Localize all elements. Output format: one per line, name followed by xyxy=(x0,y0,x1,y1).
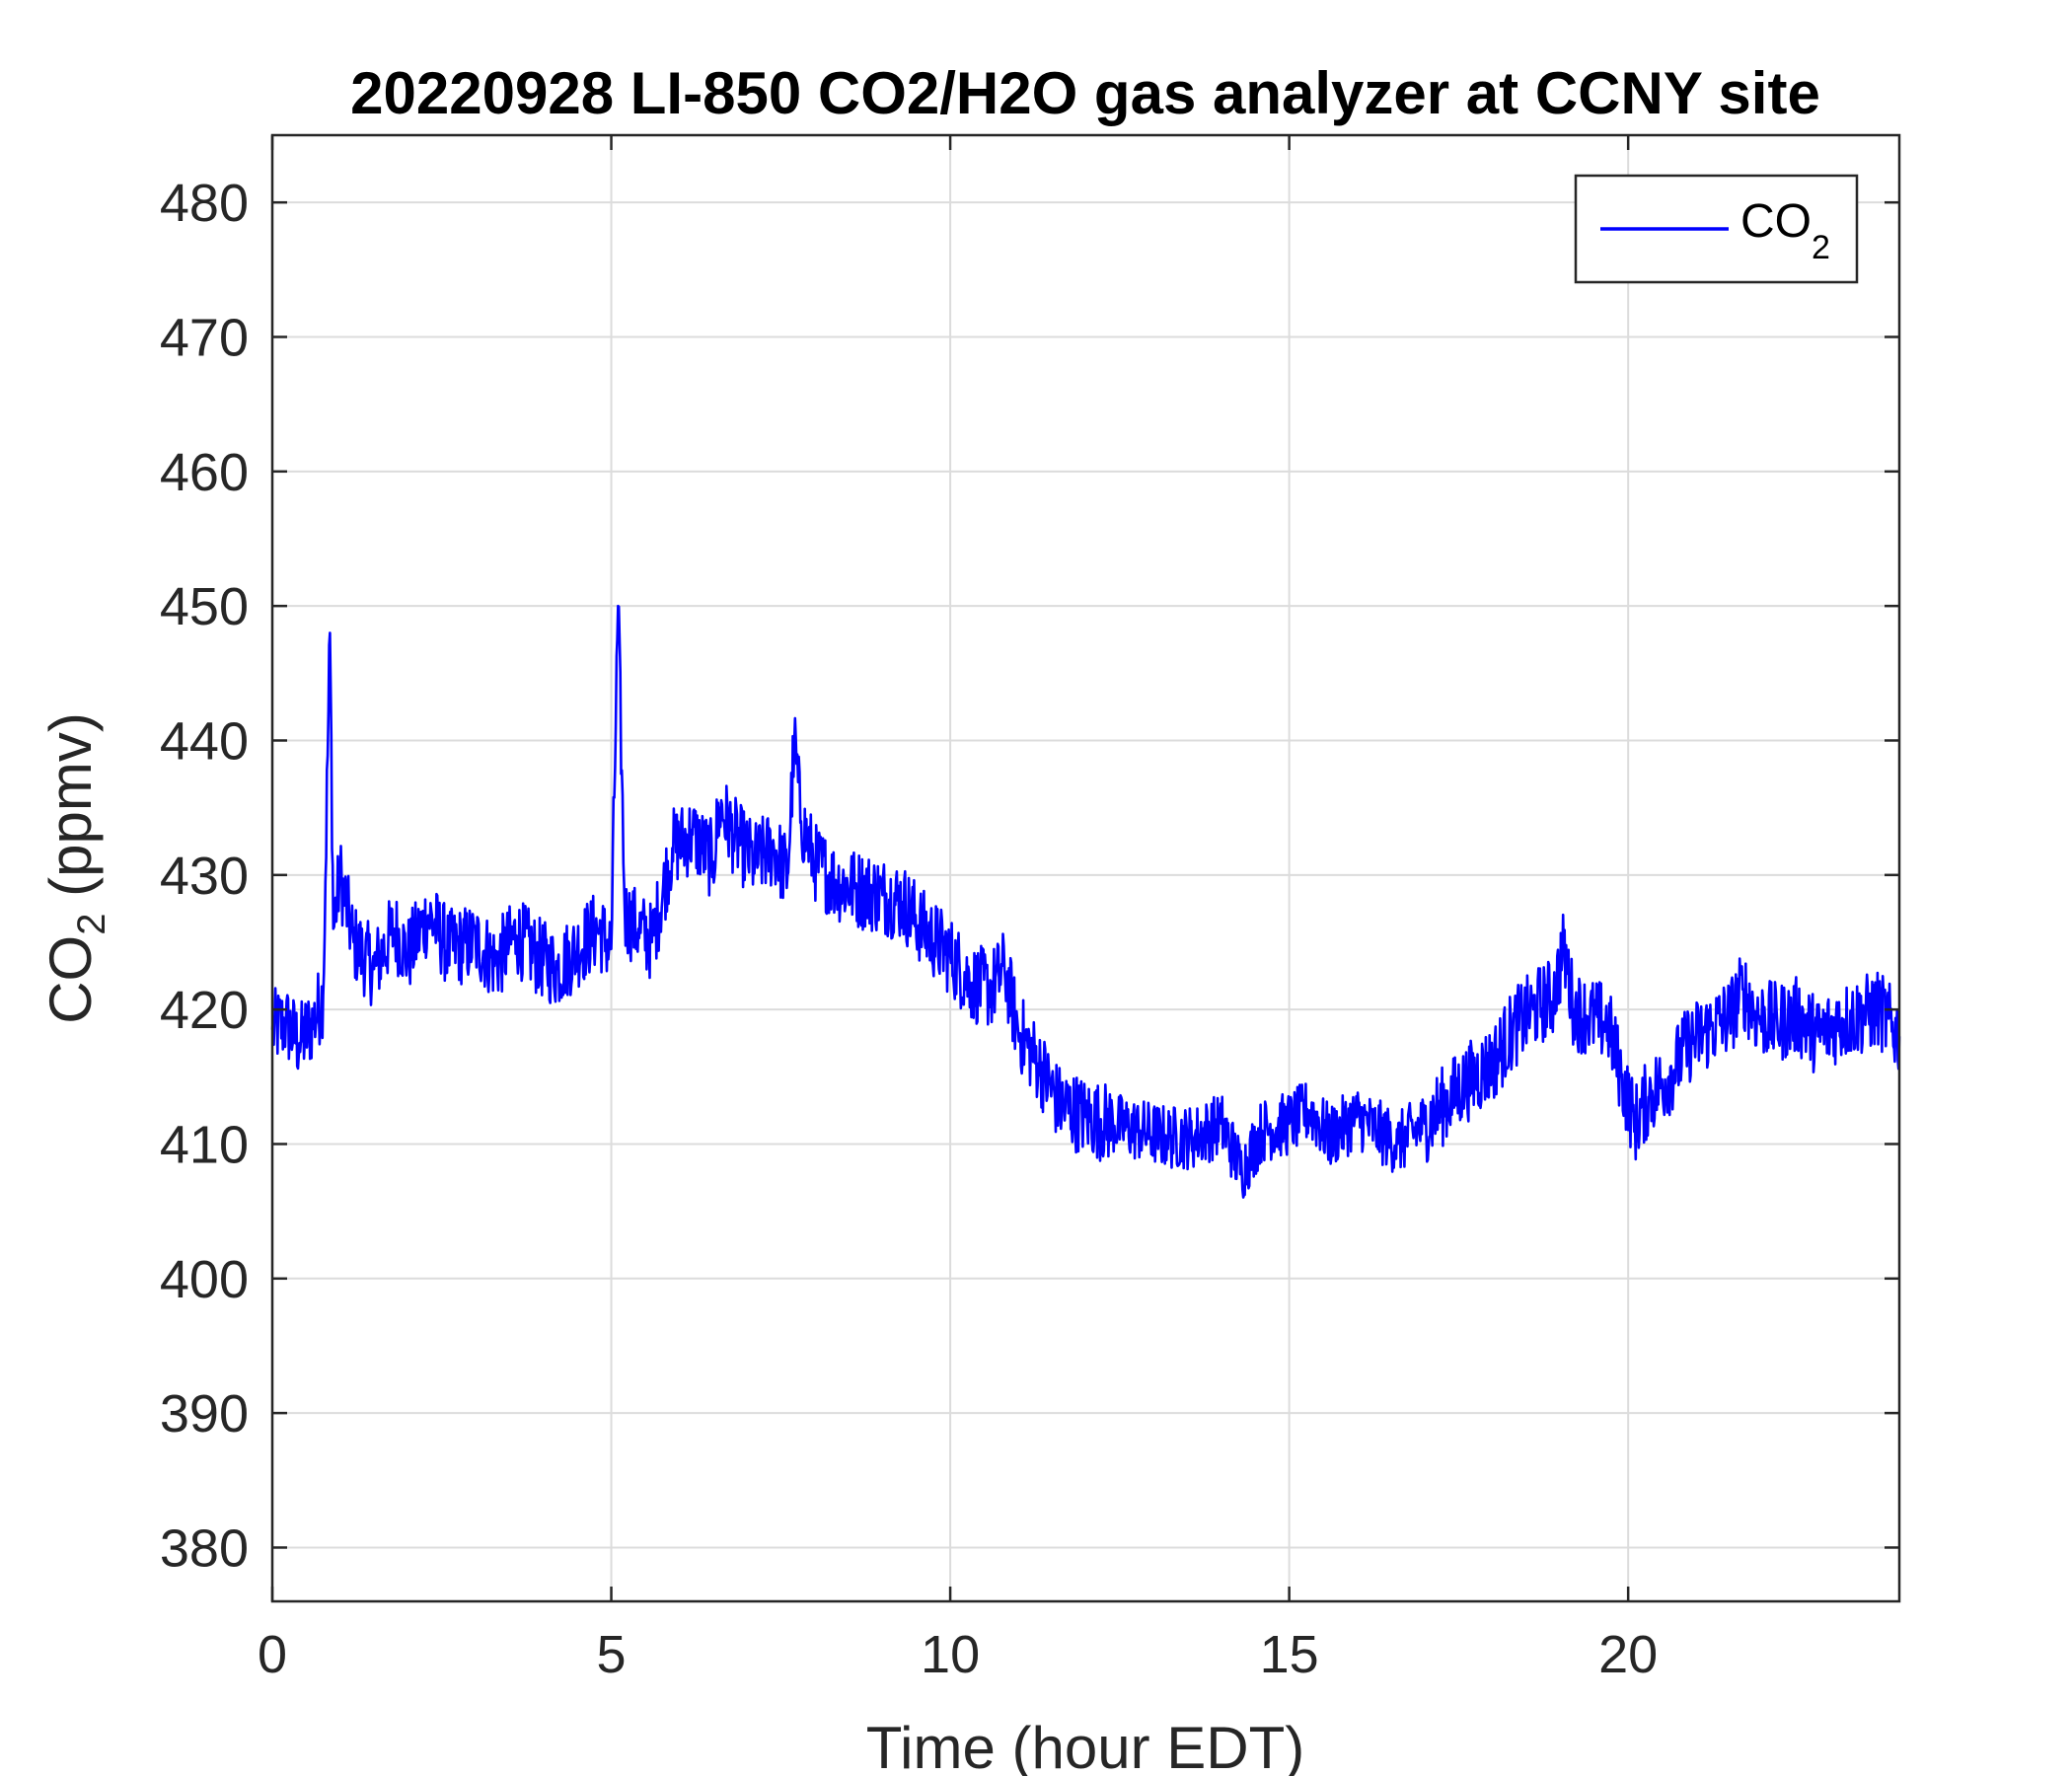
legend: CO2 xyxy=(1574,174,1859,284)
x-tick-label: 10 xyxy=(921,1625,980,1684)
y-axis-label: CO2 (ppmv) xyxy=(37,712,113,1024)
grid xyxy=(271,135,1899,1601)
svg-text:CO2 (ppmv): CO2 (ppmv) xyxy=(37,712,113,1024)
y-tick-label: 480 xyxy=(160,174,249,233)
series-line-co2 xyxy=(270,604,1901,1199)
legend-label: CO2 xyxy=(1740,195,1830,266)
x-tick-label: 5 xyxy=(597,1625,627,1684)
y-axis-label-main: CO xyxy=(37,935,104,1024)
series-group xyxy=(270,604,1901,1199)
y-tick-label: 430 xyxy=(160,847,249,906)
y-tick-label: 470 xyxy=(160,308,249,367)
ticks xyxy=(270,135,1899,1601)
y-tick-label: 390 xyxy=(160,1384,249,1443)
x-tick-label: 15 xyxy=(1260,1625,1319,1684)
y-tick-label: 400 xyxy=(160,1250,249,1309)
x-axis-label: Time (hour EDT) xyxy=(866,1715,1305,1776)
y-axis-label-subscript: 2 xyxy=(70,914,113,935)
legend-label-subscript: 2 xyxy=(1812,229,1830,266)
y-axis-label-unit: (ppmv) xyxy=(37,712,104,913)
y-tick-label: 460 xyxy=(160,443,249,502)
x-tick-label: 0 xyxy=(258,1625,287,1684)
legend-label-main: CO xyxy=(1740,195,1812,248)
y-tick-label: 380 xyxy=(160,1518,249,1578)
y-tick-label: 420 xyxy=(160,981,249,1040)
plot-frame xyxy=(270,133,1901,1603)
y-tick-labels: 380 390 400 410 420 430 440 450 460 470 480 xyxy=(160,174,249,1578)
y-tick-label: 450 xyxy=(160,577,249,636)
chart-title: 20220928 LI-850 CO2/H2O gas analyzer at … xyxy=(350,60,1820,126)
x-tick-label: 20 xyxy=(1598,1625,1658,1684)
plot-area xyxy=(272,135,1899,1601)
y-tick-label: 410 xyxy=(160,1115,249,1174)
x-tick-labels: 0 5 10 15 20 xyxy=(258,1625,1658,1684)
y-tick-label: 440 xyxy=(160,711,249,771)
